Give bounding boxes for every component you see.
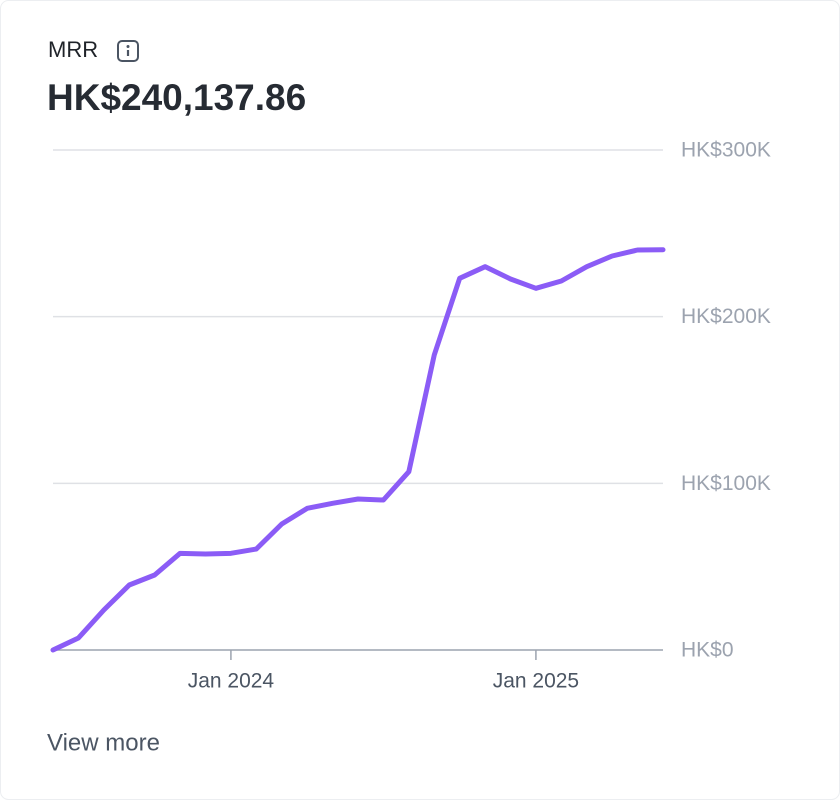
x-tick-label: Jan 2025 [493, 670, 579, 693]
info-icon-frame [117, 40, 139, 62]
metric-title: MRR [48, 37, 98, 62]
y-tick-label: HK$100K [681, 472, 771, 495]
info-icon[interactable] [117, 40, 139, 62]
x-tick-label: Jan 2024 [188, 670, 275, 693]
y-tick-label: HK$0 [681, 639, 734, 662]
mrr-line [50, 247, 666, 653]
info-icon-dot [126, 45, 130, 48]
view-more-link[interactable]: View more [47, 729, 160, 756]
y-tick-label: HK$300K [681, 139, 771, 162]
y-tick-label: HK$200K [681, 305, 771, 328]
metric-value: HK$240,137.86 [47, 77, 306, 118]
